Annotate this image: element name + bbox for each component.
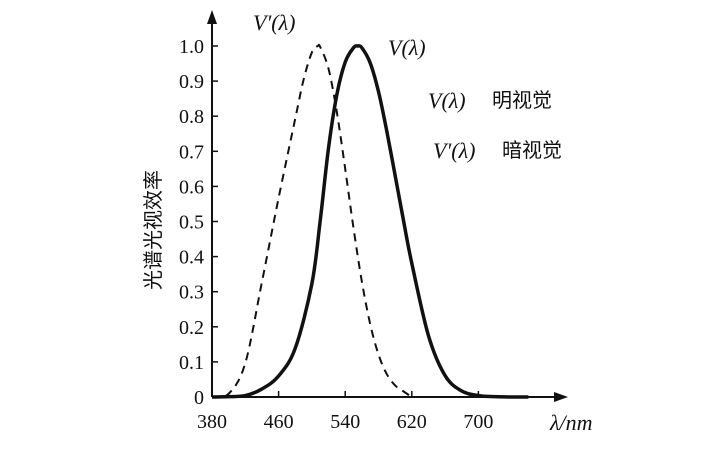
y-axis-label: 光谱光视效率 bbox=[141, 170, 165, 290]
x-axis-arrow bbox=[554, 392, 568, 402]
y-tick-label: 0 bbox=[194, 387, 204, 409]
y-tick-label: 0.4 bbox=[179, 247, 204, 269]
x-tick-label: 540 bbox=[330, 411, 360, 433]
curve-label-v: V(λ) bbox=[388, 35, 426, 60]
series-line-photopic bbox=[211, 44, 529, 399]
y-tick-label: 0.3 bbox=[179, 282, 204, 304]
series-line-scotopic bbox=[211, 43, 413, 399]
x-tick-label: 460 bbox=[264, 411, 294, 433]
y-tick-label: 0.1 bbox=[179, 352, 204, 374]
series-group bbox=[211, 43, 529, 399]
y-ticks: 0 0.1 0.2 0.3 0.4 0.5 0.6 0.7 0.8 0.9 1.0 bbox=[179, 36, 218, 409]
x-axis-label: λ/nm bbox=[549, 410, 593, 435]
x-tick-label: 380 bbox=[197, 411, 227, 433]
y-tick-label: 1.0 bbox=[179, 36, 204, 58]
legend-v-symbol: V(λ) bbox=[428, 88, 466, 113]
y-tick-label: 0.6 bbox=[179, 176, 204, 198]
axes bbox=[207, 10, 568, 402]
legend-v-text: 明视觉 bbox=[492, 88, 552, 112]
legend-vprime-text: 暗视觉 bbox=[502, 138, 562, 162]
y-tick-label: 0.8 bbox=[179, 106, 204, 128]
x-tick-label: 620 bbox=[397, 411, 427, 433]
y-tick-label: 0.7 bbox=[179, 141, 204, 163]
y-tick-label: 0.2 bbox=[179, 317, 204, 339]
y-tick-label: 0.5 bbox=[179, 212, 204, 234]
legend-vprime-symbol: V′(λ) bbox=[433, 138, 475, 163]
x-ticks: 380 460 540 620 700 bbox=[197, 391, 493, 433]
curve-label-vprime: V′(λ) bbox=[253, 10, 295, 35]
x-tick-label: 700 bbox=[463, 411, 493, 433]
y-axis-arrow bbox=[207, 10, 217, 24]
y-tick-label: 0.9 bbox=[179, 71, 204, 93]
